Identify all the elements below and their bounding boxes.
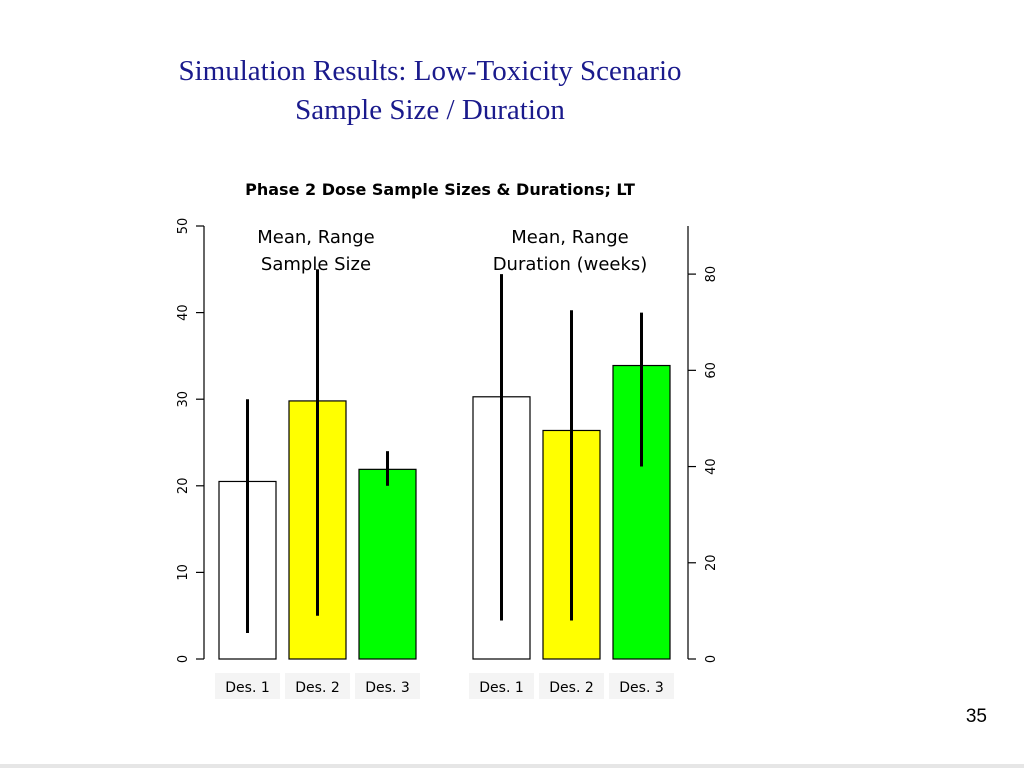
page-number: 35 [965, 706, 987, 727]
slide-title: Simulation Results: Low-Toxicity Scenari… [0, 52, 860, 130]
chart-title: Phase 2 Dose Sample Sizes & Durations; L… [245, 180, 635, 199]
panel-1-bar-3 [358, 468, 417, 660]
panel-1-category-label-2: Des. 2 [295, 680, 340, 696]
panel-2-category-bg-1 [469, 673, 534, 699]
panel-2-tick-label-60: 60 [704, 362, 719, 379]
slide-title-line-2: Sample Size / Duration [295, 94, 565, 126]
panel-2-tick-label-0: 0 [704, 655, 719, 663]
panel-2-category-bg-2 [539, 673, 604, 699]
panel-1-category-label-1: Des. 1 [225, 680, 270, 696]
panel-1-tick-label-40: 40 [176, 304, 191, 321]
panel-1-category-label-3: Des. 3 [365, 680, 410, 696]
panel-1-category-bg-1 [215, 673, 280, 699]
panel-2-category-label-3: Des. 3 [619, 680, 664, 696]
panel-2-annotation-line-1: Mean, Range [511, 227, 629, 248]
panel-1-category-bg-2 [285, 673, 350, 699]
slide-title-line-1: Simulation Results: Low-Toxicity Scenari… [178, 55, 682, 87]
panel-2-tick-label-80: 80 [704, 266, 719, 283]
panel-1-tick-label-20: 20 [176, 478, 191, 495]
panel-2-category-label-2: Des. 2 [549, 680, 594, 696]
panel-1-annotation-line-1: Mean, Range [257, 227, 375, 248]
panel-2-category-label-1: Des. 1 [479, 680, 524, 696]
panel-2-category-bg-3 [609, 673, 674, 699]
panel-1-tick-label-50: 50 [176, 218, 191, 235]
panel-2-tick-label-20: 20 [704, 555, 719, 572]
bar-chart: Phase 2 Dose Sample Sizes & Durations; L… [176, 180, 719, 699]
bottom-rule [0, 764, 1024, 768]
panel-1-tick-label-10: 10 [176, 564, 191, 581]
panel-2-annotation-line-2: Duration (weeks) [493, 254, 648, 275]
panel-1-tick-label-30: 30 [176, 391, 191, 408]
panel-1-category-bg-3 [355, 673, 420, 699]
panel-1-tick-label-0: 0 [176, 655, 191, 663]
panel-1-annotation-line-2: Sample Size [261, 254, 371, 275]
panel-2-tick-label-40: 40 [704, 458, 719, 475]
